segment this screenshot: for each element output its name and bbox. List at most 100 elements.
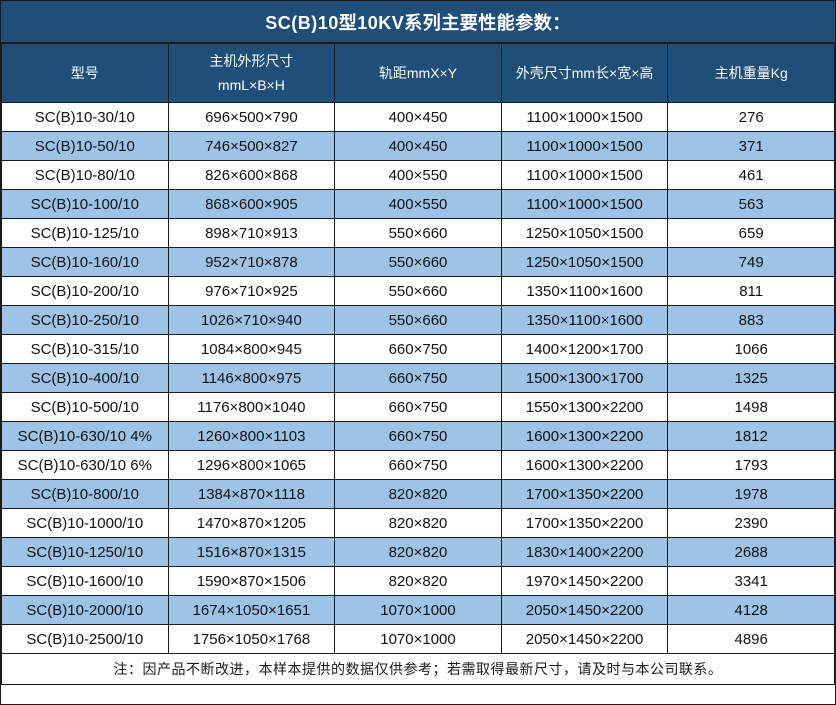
table-cell: SC(B)10-630/10 6%: [1, 450, 169, 480]
table-cell: 811: [667, 276, 835, 306]
table-cell: SC(B)10-30/10: [1, 102, 169, 132]
table-row: SC(B)10-1600/10 1590×870×1506 820×820 1970×…: [1, 566, 835, 596]
table-cell: 1498: [667, 392, 835, 422]
table-cell: 1793: [667, 450, 835, 480]
table-cell: 1296×800×1065: [167, 450, 336, 480]
column-header-body-size: 主机外形尺寸 mmL×B×H: [167, 43, 336, 103]
table-cell: SC(B)10-125/10: [1, 218, 169, 248]
table-cell: 1250×1050×1500: [500, 247, 669, 277]
table-cell: 820×820: [334, 566, 502, 596]
table-cell: 1674×1050×1651: [167, 595, 336, 625]
table-cell: 1600×1300×2200: [500, 421, 669, 451]
table-row: SC(B)10-630/10 4% 1260×800×1103 660×750 160…: [1, 421, 835, 451]
table-cell: 898×710×913: [167, 218, 336, 248]
table-row: SC(B)10-400/10 1146×800×975 660×750 1500×13…: [1, 363, 835, 393]
table-cell: 563: [667, 189, 835, 219]
table-cell: 826×600×868: [167, 160, 336, 190]
table-cell: 1550×1300×2200: [500, 392, 669, 422]
table-cell: 1384×870×1118: [167, 479, 336, 509]
table-row: SC(B)10-1250/10 1516×870×1315 820×820 1830×…: [1, 537, 835, 567]
table-cell: 400×550: [334, 189, 502, 219]
table-cell: 400×550: [334, 160, 502, 190]
column-header-shell-size: 外壳尺寸mm长×宽×高: [500, 43, 669, 103]
table-cell: 371: [667, 131, 835, 161]
table-cell: SC(B)10-200/10: [1, 276, 169, 306]
table-row: SC(B)10-125/10 898×710×913 550×660 1250×105…: [1, 218, 835, 248]
table-cell: 1176×800×1040: [167, 392, 336, 422]
table-cell: 1250×1050×1500: [500, 218, 669, 248]
table-cell: 461: [667, 160, 835, 190]
table-row: SC(B)10-2000/10 1674×1050×1651 1070×1000 20…: [1, 595, 835, 625]
table-row: SC(B)10-250/10 1026×710×940 550×660 1350×11…: [1, 305, 835, 335]
table-cell: 696×500×790: [167, 102, 336, 132]
table-cell: 746×500×827: [167, 131, 336, 161]
table-cell: 1325: [667, 363, 835, 393]
table-cell: 2688: [667, 537, 835, 567]
table-cell: 400×450: [334, 131, 502, 161]
table-cell: 1100×1000×1500: [500, 102, 669, 132]
page-title: SC(B)10型10KV系列主要性能参数：: [1, 1, 835, 43]
table-row: SC(B)10-50/10 746×500×827 400×450 1100×1000…: [1, 131, 835, 161]
table-row: SC(B)10-500/10 1176×800×1040 660×750 1550×1…: [1, 392, 835, 422]
table-cell: 1100×1000×1500: [500, 131, 669, 161]
table-cell: 3341: [667, 566, 835, 596]
table-row: SC(B)10-30/10 696×500×790 400×450 1100×1000…: [1, 102, 835, 132]
table-cell: 952×710×878: [167, 247, 336, 277]
column-header-rail-gauge: 轨距mmX×Y: [334, 43, 502, 103]
table-cell: SC(B)10-1000/10: [1, 508, 169, 538]
table-cell: 660×750: [334, 450, 502, 480]
table-cell: 1700×1350×2200: [500, 479, 669, 509]
table-cell: 550×660: [334, 305, 502, 335]
table-cell: SC(B)10-1600/10: [1, 566, 169, 596]
table-cell: 1026×710×940: [167, 305, 336, 335]
table-row: SC(B)10-80/10 826×600×868 400×550 1100×1000…: [1, 160, 835, 190]
table-cell: 1970×1450×2200: [500, 566, 669, 596]
table-cell: 1146×800×975: [167, 363, 336, 393]
table-cell: 820×820: [334, 508, 502, 538]
table-cell: 883: [667, 305, 835, 335]
table-cell: SC(B)10-50/10: [1, 131, 169, 161]
table-cell: 1700×1350×2200: [500, 508, 669, 538]
table-header-row: 型号 主机外形尺寸 mmL×B×H 轨距mmX×Y 外壳尺寸mm长×宽×高 主机…: [1, 43, 835, 103]
table-row: SC(B)10-630/10 6% 1296×800×1065 660×750 160…: [1, 450, 835, 480]
table-cell: SC(B)10-630/10 4%: [1, 421, 169, 451]
table-row: SC(B)10-2500/10 1756×1050×1768 1070×1000 20…: [1, 624, 835, 654]
table-cell: 1260×800×1103: [167, 421, 336, 451]
table-cell: 1830×1400×2200: [500, 537, 669, 567]
table-footer: 注：因产品不断改进，本样本提供的数据仅供参考；若需取得最新尺寸，请及时与本公司联…: [1, 653, 835, 685]
table-cell: 1590×870×1506: [167, 566, 336, 596]
table-cell: 1066: [667, 334, 835, 364]
table-cell: 1070×1000: [334, 595, 502, 625]
table-cell: 1756×1050×1768: [167, 624, 336, 654]
table-cell: SC(B)10-400/10: [1, 363, 169, 393]
table-cell: SC(B)10-2500/10: [1, 624, 169, 654]
table-body: SC(B)10-30/10 696×500×790 400×450 1100×1000…: [1, 102, 835, 654]
table-row: SC(B)10-200/10 976×710×925 550×660 1350×110…: [1, 276, 835, 306]
table-cell: 1100×1000×1500: [500, 160, 669, 190]
table-cell: 868×600×905: [167, 189, 336, 219]
table-cell: 660×750: [334, 363, 502, 393]
column-header-weight: 主机重量Kg: [667, 43, 835, 103]
table-cell: 2050×1450×2200: [500, 595, 669, 625]
table-cell: 1516×870×1315: [167, 537, 336, 567]
table-cell: 550×660: [334, 218, 502, 248]
table-cell: 1812: [667, 421, 835, 451]
table-cell: SC(B)10-500/10: [1, 392, 169, 422]
table-cell: 1100×1000×1500: [500, 189, 669, 219]
table-row: SC(B)10-800/10 1384×870×1118 820×820 1700×1…: [1, 479, 835, 509]
table-cell: 550×660: [334, 276, 502, 306]
column-header-model: 型号: [1, 43, 169, 103]
table-cell: 659: [667, 218, 835, 248]
table-cell: SC(B)10-1250/10: [1, 537, 169, 567]
table-cell: 1400×1200×1700: [500, 334, 669, 364]
table-cell: SC(B)10-2000/10: [1, 595, 169, 625]
table-row: SC(B)10-315/10 1084×800×945 660×750 1400×12…: [1, 334, 835, 364]
table-cell: 1070×1000: [334, 624, 502, 654]
table-cell: 1978: [667, 479, 835, 509]
table-cell: SC(B)10-250/10: [1, 305, 169, 335]
table-cell: 660×750: [334, 392, 502, 422]
table-row: SC(B)10-100/10 868×600×905 400×550 1100×100…: [1, 189, 835, 219]
table-cell: 976×710×925: [167, 276, 336, 306]
table-cell: 2050×1450×2200: [500, 624, 669, 654]
